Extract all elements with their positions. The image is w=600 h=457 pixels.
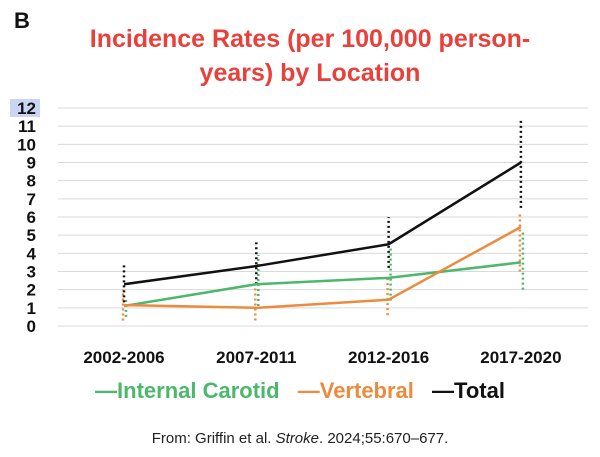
error-bars [121,120,525,321]
source-citation: From: Griffin et al. Stroke. 2024;55:670… [0,430,600,447]
series-line-vertebral [123,225,522,310]
legend-internal-carotid: —Internal Carotid [95,378,280,403]
source-suffix: . 2024;55:670–677. [318,430,449,447]
y-tick-label: 7 [27,190,36,209]
series-line-internal-carotid [123,261,522,308]
chart-title-line-1: Incidence Rates (per 100,000 person- [89,25,531,53]
legend-vertebral: —Vertebral [297,378,414,403]
y-tick-label: 10 [17,135,36,154]
legend-total: —Total [432,378,505,403]
y-tick-highlight [10,99,40,117]
chart-title: Incidence Rates (per 100,000 person- yea… [60,22,560,90]
legend: —Internal Carotid —Vertebral —Total [0,378,600,404]
series-lines [123,161,522,310]
x-tick-label: 2007-2011 [216,348,296,367]
x-axis-ticks: 2002-2006 2007-2011 2012-2016 2017-2020 [83,348,561,367]
x-tick-label: 2017-2020 [480,348,561,367]
x-tick-label: 2012-2016 [348,348,429,367]
y-tick-label: 11 [18,117,36,136]
y-tick-label: 1 [27,299,36,318]
y-tick-label: 2 [27,281,36,300]
y-tick-label: 8 [27,172,36,191]
x-tick-label: 2002-2006 [83,348,164,367]
y-tick-label: 3 [27,263,36,282]
source-journal: Stroke [275,430,319,447]
y-tick-label: 6 [27,208,36,227]
y-tick-label: 12 [17,99,36,118]
y-tick-label: 4 [27,244,37,263]
panel-letter: B [14,8,30,33]
y-tick-label: 0 [27,317,36,336]
y-tick-label: 5 [27,226,36,245]
chart-title-line-2: years) by Location [199,59,421,87]
gridlines [58,107,588,327]
y-tick-label: 9 [27,154,36,173]
source-prefix: From: Griffin et al. [151,430,276,447]
series-line-total [123,161,522,286]
